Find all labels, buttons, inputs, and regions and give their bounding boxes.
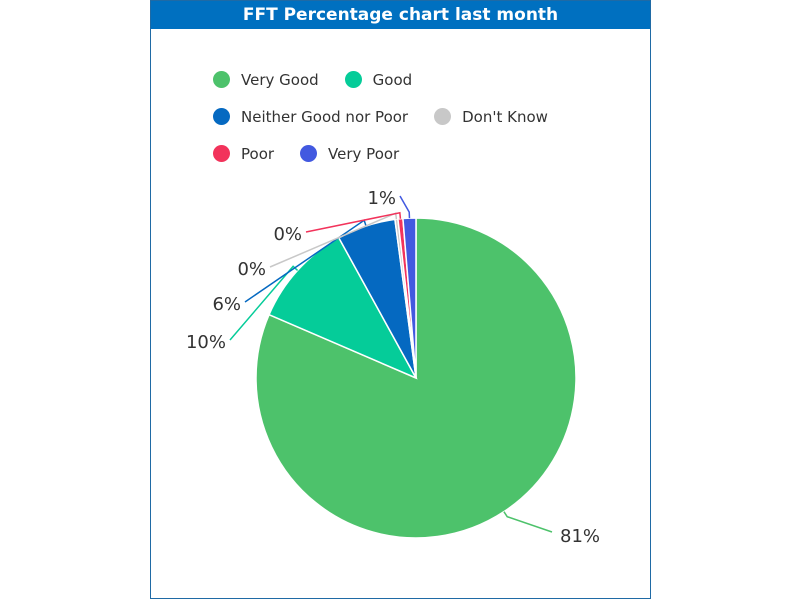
legend-marker (344, 71, 362, 88)
legend-label: Poor (241, 144, 275, 163)
legend-label: Good (372, 70, 413, 89)
legend-marker (434, 108, 452, 125)
legend-item-good[interactable]: Good (344, 70, 413, 89)
legend-label: Very Good (241, 70, 319, 89)
leader-line (269, 212, 398, 268)
legend-label: Don't Know (462, 107, 548, 126)
legend: Very Good Good Neither Good nor Poor Don… (213, 61, 574, 172)
data-label: 81% (560, 526, 600, 547)
data-label: 6% (212, 294, 241, 315)
data-label: 1% (367, 188, 396, 209)
legend-marker (213, 145, 230, 162)
legend-marker (213, 71, 230, 88)
data-label: 0% (273, 224, 302, 245)
legend-marker (213, 108, 230, 125)
data-label: 10% (186, 332, 226, 353)
data-label: 0% (237, 259, 266, 280)
legend-label: Very Poor (328, 144, 400, 163)
leader-line (305, 211, 402, 233)
chart-title: FFT Percentage chart last month (151, 1, 650, 29)
legend-marker (300, 145, 318, 162)
leader-line (399, 195, 411, 219)
legend-item-dont-know[interactable]: Don't Know (434, 108, 548, 126)
legend-item-very-poor[interactable]: Very Poor (300, 145, 399, 163)
legend-item-poor[interactable]: Poor (213, 145, 274, 163)
legend-item-neither[interactable]: Neither Good nor Poor (213, 108, 408, 126)
pie-slice-very-poor[interactable] (402, 217, 417, 379)
legend-item-very-good[interactable]: Very Good (213, 71, 319, 89)
leader-line (244, 219, 367, 303)
leader-line (503, 511, 553, 533)
legend-label: Neither Good nor Poor (241, 107, 409, 126)
leader-line (229, 265, 299, 341)
